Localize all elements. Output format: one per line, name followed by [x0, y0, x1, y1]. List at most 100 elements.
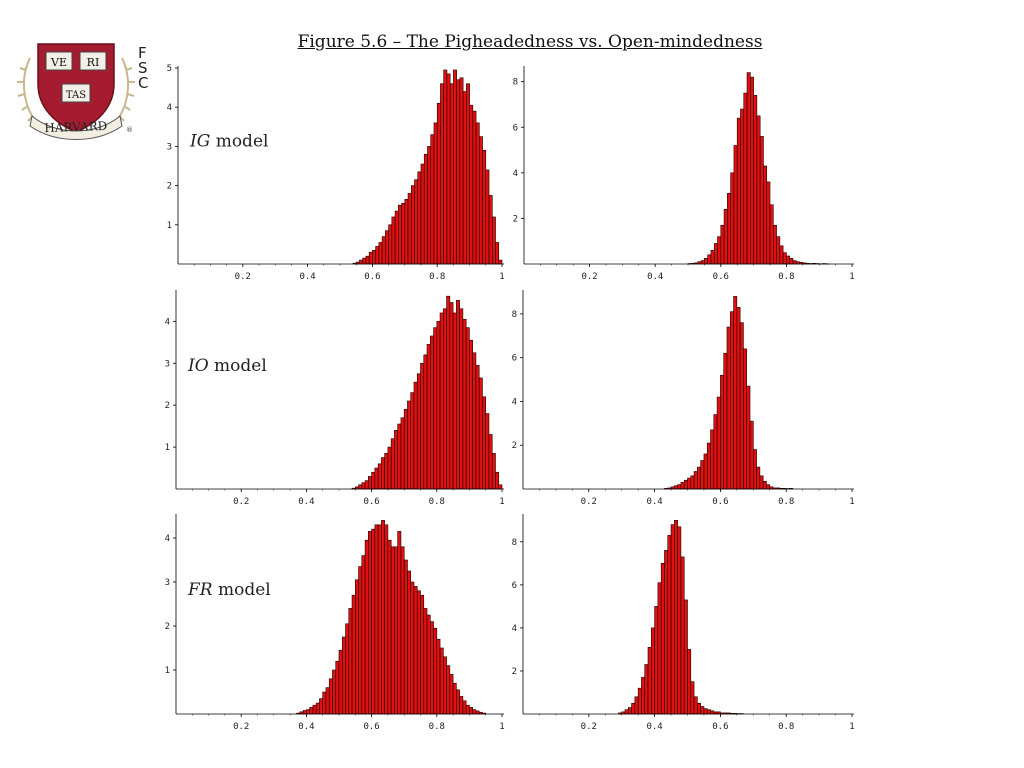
histogram-bar [378, 242, 383, 265]
histogram-bar [491, 216, 496, 265]
y-tick-label: 6 [513, 123, 518, 133]
histogram-bar [371, 471, 376, 490]
histogram-bar [469, 707, 473, 715]
histogram-bar [328, 678, 333, 715]
histogram-bar [703, 453, 708, 490]
histogram-bar [446, 665, 451, 715]
histogram-bar [436, 321, 441, 490]
histogram-bar [746, 72, 751, 265]
histogram-bar [420, 362, 425, 490]
histogram-bar [394, 430, 398, 490]
histogram-bar [756, 115, 761, 265]
histogram-panel: 0.2 0.4 0.6 0.8 1 2 4 6 8 [512, 514, 855, 732]
histogram-bar [384, 524, 389, 715]
histogram-bar [403, 409, 408, 490]
histogram-bar [466, 83, 470, 265]
x-tick-label: 0.4 [298, 497, 314, 507]
x-tick-label: 0.8 [429, 497, 445, 507]
x-tick-label: 1 [849, 497, 854, 507]
y-tick-label: 1 [165, 443, 170, 453]
histogram-bar [488, 434, 493, 490]
x-tick-label: 1 [849, 722, 854, 732]
x-tick-label: 0.6 [712, 722, 728, 732]
x-tick-label: 0.2 [235, 272, 251, 282]
histogram-bar [423, 354, 428, 490]
histogram-bar [433, 122, 438, 265]
histogram-bar [647, 646, 652, 715]
y-tick-label: 2 [165, 622, 170, 632]
y-tick-label: 4 [165, 534, 170, 544]
histogram-bar [644, 664, 649, 715]
side-text: F S C [138, 46, 150, 91]
y-tick-label: 6 [512, 581, 517, 591]
histogram-bar [749, 420, 754, 490]
histogram-bar [309, 707, 314, 715]
histogram-bar [456, 79, 461, 265]
histogram-bar [495, 471, 500, 490]
banner [29, 115, 123, 140]
histogram-bar [667, 535, 672, 715]
histogram-bar [384, 453, 389, 490]
histogram-bar [398, 204, 402, 265]
histogram-bar [429, 621, 434, 715]
x-tick-label: 0.2 [581, 722, 597, 732]
histogram-bar [443, 308, 447, 490]
histogram-bar [634, 696, 639, 715]
histogram-bar [417, 171, 422, 265]
histogram-bar [717, 236, 722, 265]
histogram-bar [315, 702, 320, 715]
histogram-bar [433, 627, 438, 715]
side-text-line: S [138, 59, 148, 77]
histogram-bar [312, 704, 317, 715]
histogram-bar [459, 696, 464, 715]
histogram-bar [713, 414, 718, 490]
y-tick-label: 1 [165, 666, 170, 676]
x-tick-label: 0.4 [298, 722, 314, 732]
histogram-bar [403, 559, 408, 715]
histogram-bar [733, 296, 738, 490]
histogram-bar [413, 381, 418, 490]
histogram-bar [753, 95, 758, 265]
histogram-bar [433, 327, 438, 490]
histogram-bar [750, 76, 754, 265]
histogram-bar [372, 249, 376, 265]
y-tick-label: 3 [165, 578, 170, 588]
histogram-bar [341, 636, 346, 715]
histogram-bar [427, 146, 432, 265]
x-tick-label: 1 [849, 272, 854, 282]
histogram-bar [368, 251, 373, 265]
histogram-bar [368, 531, 372, 715]
histogram-bar [743, 92, 748, 265]
histogram-bar [381, 457, 385, 490]
figure-title: Figure 5.6 – The Pigheadedness vs. Open-… [297, 32, 763, 52]
histogram-bar [332, 669, 337, 715]
book-icon: TAS [61, 83, 91, 103]
histogram-bar [361, 482, 366, 490]
histogram-bar [423, 153, 428, 265]
histogram-bar [358, 484, 363, 490]
histogram-bar [752, 449, 757, 490]
histogram-bar [453, 69, 457, 265]
histogram-bar [407, 400, 412, 490]
histogram-bar [716, 396, 721, 490]
histogram-bar [456, 300, 460, 490]
model-label: IO model [187, 356, 267, 376]
x-tick-label: 0.4 [646, 722, 662, 732]
histogram-bar [465, 704, 470, 715]
y-tick-label: 4 [513, 169, 518, 179]
x-tick-label: 0.6 [712, 497, 728, 507]
histogram-bar [446, 73, 451, 265]
histogram-bar [766, 484, 771, 490]
histogram-bar [401, 202, 406, 265]
histogram-bar [469, 104, 474, 265]
histogram-bar [397, 531, 402, 715]
histogram-bar [439, 312, 444, 490]
histogram-bar [429, 335, 434, 490]
histogram-bar [674, 519, 678, 715]
histogram-bar [410, 185, 415, 265]
y-tick-label: 5 [167, 64, 172, 74]
histogram-bar [426, 614, 431, 715]
histogram-bar [743, 348, 748, 490]
histogram-bar [459, 77, 464, 265]
